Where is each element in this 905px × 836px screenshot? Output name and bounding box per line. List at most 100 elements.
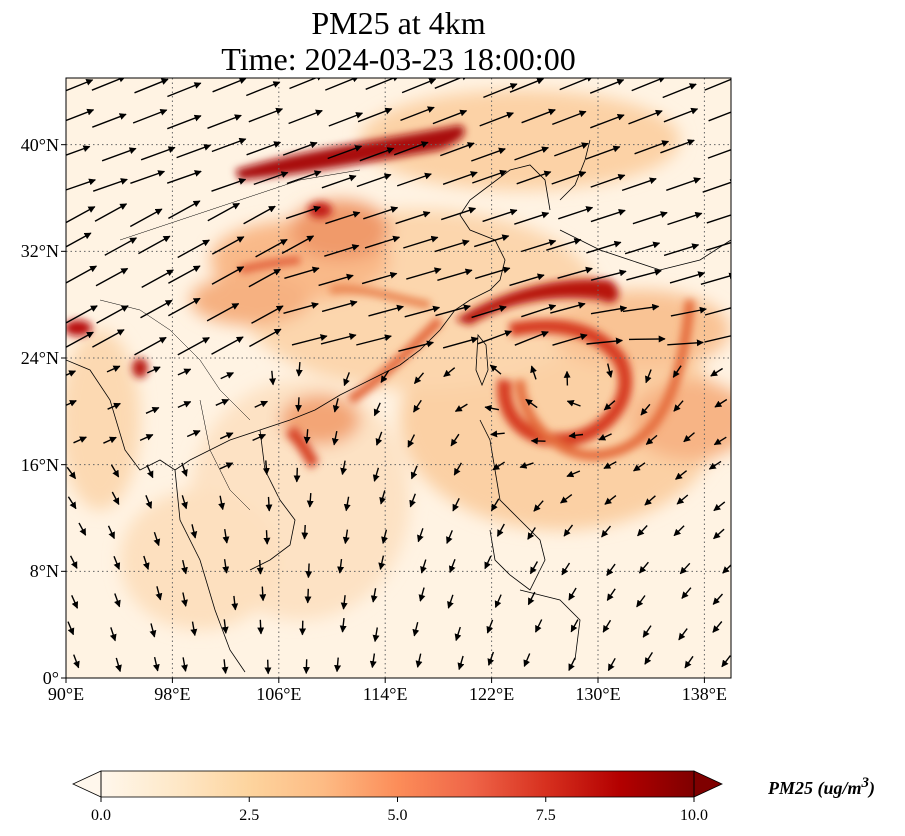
wind-arrow: [527, 527, 536, 540]
wind-arrow: [554, 142, 589, 157]
wind-arrow: [514, 211, 550, 225]
wind-arrow: [168, 297, 201, 317]
wind-arrow: [66, 108, 95, 122]
wind-arrow: [321, 174, 357, 189]
wind-arrow: [398, 340, 434, 352]
title-line-2: Time: 2024-03-23 18:00:00: [221, 41, 576, 77]
wind-arrow: [177, 401, 192, 409]
wind-arrow: [396, 172, 432, 187]
wind-arrow: [147, 366, 161, 374]
wind-arrow: [73, 436, 87, 444]
wind-arrow: [606, 588, 616, 601]
wind-arrow: [155, 586, 163, 601]
lon-tick-label: 114°E: [362, 684, 408, 704]
wind-arrow: [145, 495, 153, 509]
wind-arrow: [523, 653, 531, 668]
wind-arrow: [66, 305, 98, 324]
wind-arrow: [529, 561, 539, 575]
wind-arrow: [219, 432, 234, 440]
wind-arrow: [111, 491, 120, 506]
lat-tick-label: 24°N: [20, 348, 59, 368]
wind-arrow: [560, 494, 573, 504]
wind-arrow: [149, 623, 157, 638]
colorbar-tick-label: 0.0: [91, 807, 111, 824]
wind-arrow: [446, 530, 453, 544]
wind-arrow: [252, 433, 267, 442]
wind-arrow: [681, 587, 692, 599]
wind-arrow: [66, 206, 96, 224]
wind-arrow: [621, 177, 657, 192]
wind-arrow: [222, 528, 230, 544]
wind-arrow: [334, 657, 342, 673]
wind-arrow: [483, 83, 518, 99]
wind-arrow: [291, 334, 328, 346]
wind-arrow: [140, 146, 176, 161]
wind-arrow: [492, 461, 505, 471]
wind-arrow: [401, 78, 437, 94]
wind-arrow: [139, 434, 154, 442]
wind-arrow: [181, 462, 188, 477]
wind-arrow: [568, 657, 576, 672]
wind-arrow: [624, 241, 661, 255]
wind-arrow: [101, 147, 137, 162]
wind-arrow: [113, 556, 121, 570]
wind-arrow: [442, 171, 478, 185]
colorbar-gradient: [101, 771, 694, 797]
wind-arrow: [66, 370, 77, 377]
wind-arrow: [519, 461, 534, 469]
wind-arrow: [634, 140, 670, 155]
wind-arrow: [248, 268, 282, 288]
wind-arrow: [166, 170, 202, 184]
wind-arrow: [381, 529, 388, 544]
colorbar-tick-label: 5.0: [387, 807, 408, 824]
wind-arrow: [403, 235, 439, 249]
wind-arrow: [586, 337, 623, 345]
wind-arrow: [66, 400, 77, 407]
wind-arrow: [321, 300, 358, 313]
wind-arrow: [212, 78, 247, 93]
wind-arrow: [303, 429, 311, 444]
wind-arrow: [663, 107, 699, 123]
wind-arrow: [78, 522, 87, 536]
wind-arrow: [521, 304, 557, 318]
wind-arrow: [211, 336, 244, 355]
wind-arrow: [606, 363, 613, 378]
wind-arrow: [263, 530, 271, 545]
wind-arrow: [432, 109, 468, 125]
wind-arrow: [598, 433, 612, 441]
wind-arrow: [343, 496, 351, 512]
wind-arrow: [331, 430, 339, 446]
wind-arrow: [704, 307, 731, 316]
wind-arrow: [107, 525, 115, 540]
wind-arrow: [670, 306, 707, 317]
wind-arrow: [246, 81, 281, 97]
wind-arrow: [628, 335, 666, 343]
wind-arrow: [626, 268, 662, 281]
wind-arrow: [130, 170, 166, 184]
wind-arrow: [284, 266, 320, 279]
wind-arrow: [705, 241, 731, 251]
wind-arrow: [420, 559, 427, 574]
wind-arrow: [66, 78, 94, 92]
wind-arrow: [471, 305, 507, 319]
wind-arrow: [265, 496, 273, 512]
wind-arrow: [404, 305, 441, 318]
wind-arrow: [221, 659, 229, 674]
wind-arrow: [295, 397, 303, 412]
wind-arrow: [246, 141, 282, 156]
wind-arrow: [364, 235, 401, 249]
wind-arrow: [293, 467, 301, 483]
wind-arrow: [106, 365, 121, 373]
wind-arrow: [563, 524, 574, 537]
wind-arrow: [663, 243, 700, 257]
wind-arrow: [181, 495, 188, 510]
wind-arrow: [590, 269, 627, 281]
wind-arrow: [288, 109, 323, 125]
wind-arrow: [712, 593, 724, 605]
wind-arrow: [140, 299, 173, 319]
wind-arrow: [561, 562, 571, 576]
wind-arrow: [706, 214, 731, 224]
wind-arrow: [434, 78, 469, 89]
wind-arrow: [713, 528, 725, 540]
wind-arrow: [437, 268, 473, 281]
